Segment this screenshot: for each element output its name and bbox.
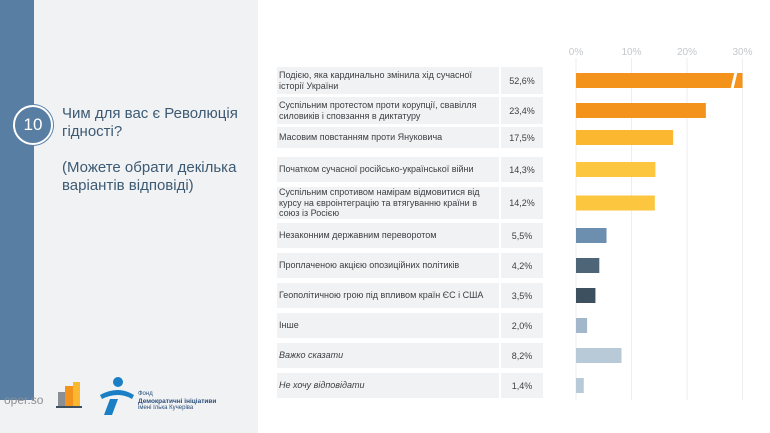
answer-value: 52,6% [499,67,543,94]
answer-label: Інше [279,320,299,331]
axis-break-mark [730,72,738,89]
question-title: Чим для вас є Революція гідності? [62,105,238,140]
answer-row: Важко сказати 8,2% [277,343,543,368]
dif-logo-line2: Демократичні ініціативи [138,398,217,405]
answer-value: 14,3% [499,157,543,182]
dif-logo-line1: Фонд [138,391,153,397]
answer-label: Суспільним протестом проти корупції, сва… [279,100,477,121]
dif-logo-text: Фонд Демократичні ініціативи імені Ілька… [138,391,216,412]
question-number-badge: 10 [13,105,53,145]
bar [576,130,674,145]
x-tick-label: 20% [677,47,697,58]
answer-value: 4,2% [499,253,543,278]
answer-label: Суспільним спротивом намірам відмовитися… [279,187,480,219]
answer-row: Незаконним державним переворотом 5,5% [277,223,543,248]
answer-value: 5,5% [499,223,543,248]
answer-value: 17,5% [499,127,543,148]
bar-chart: 0% 10% 20% 30% [569,47,753,400]
bar [576,228,607,243]
bar [576,318,588,333]
x-tick-label: 30% [732,47,752,58]
left-accent-strip [0,0,34,400]
answer-row: Початком сучасної російсько-української … [277,157,543,182]
answer-row: Масовим повстанням проти Януковича 17,5% [277,127,543,148]
answer-row: Інше 2,0% [277,313,543,338]
answer-label: Незаконним державним переворотом [279,230,437,241]
answer-value: 3,5% [499,283,543,308]
bar [576,348,622,363]
question-subtitle: (Можете обрати декілька варіантів відпов… [62,159,237,194]
dif-logo-icon [100,377,134,415]
bar [576,288,596,303]
answer-label: Масовим повстанням проти Януковича [279,132,443,143]
x-tick-label: 0% [569,47,584,58]
bar [576,195,655,211]
answer-value: 23,4% [499,97,543,124]
answer-value: 1,4% [499,373,543,398]
bar [576,103,706,118]
answer-label: Важко сказати [279,350,344,361]
dif-logo-line3: імені Ілька Кучеріва [138,405,194,411]
answer-row: Суспільним спротивом намірам відмовитися… [277,187,543,219]
bar [576,378,584,393]
answer-label: Геополітичною грою під впливом країн ЄС … [279,290,484,301]
bar [576,258,600,273]
oper-logo-icon [56,382,82,408]
answer-label: Проплаченою акцією опозиційних політиків [279,260,460,271]
bar [576,73,743,88]
site-label: oper.so [4,393,44,407]
answer-label: Подією, яка кардинально змінила хід суча… [279,70,472,91]
answer-label: Не хочу відповідати [279,380,365,391]
left-panel [0,0,258,433]
answer-value: 14,2% [499,187,543,219]
bar [576,162,656,177]
answer-row: Геополітичною грою під впливом країн ЄС … [277,283,543,308]
answer-label: Початком сучасної російсько-української … [279,164,474,175]
question-text: Чим для вас є Революція гідності? (Может… [62,105,252,195]
x-tick-label: 10% [621,47,641,58]
answer-value: 2,0% [499,313,543,338]
answer-row: Суспільним протестом проти корупції, сва… [277,97,543,124]
answer-row: Проплаченою акцією опозиційних політиків… [277,253,543,278]
answer-row: Не хочу відповідати 1,4% [277,373,543,398]
answer-value: 8,2% [499,343,543,368]
answer-row: Подією, яка кардинально змінила хід суча… [277,67,543,94]
